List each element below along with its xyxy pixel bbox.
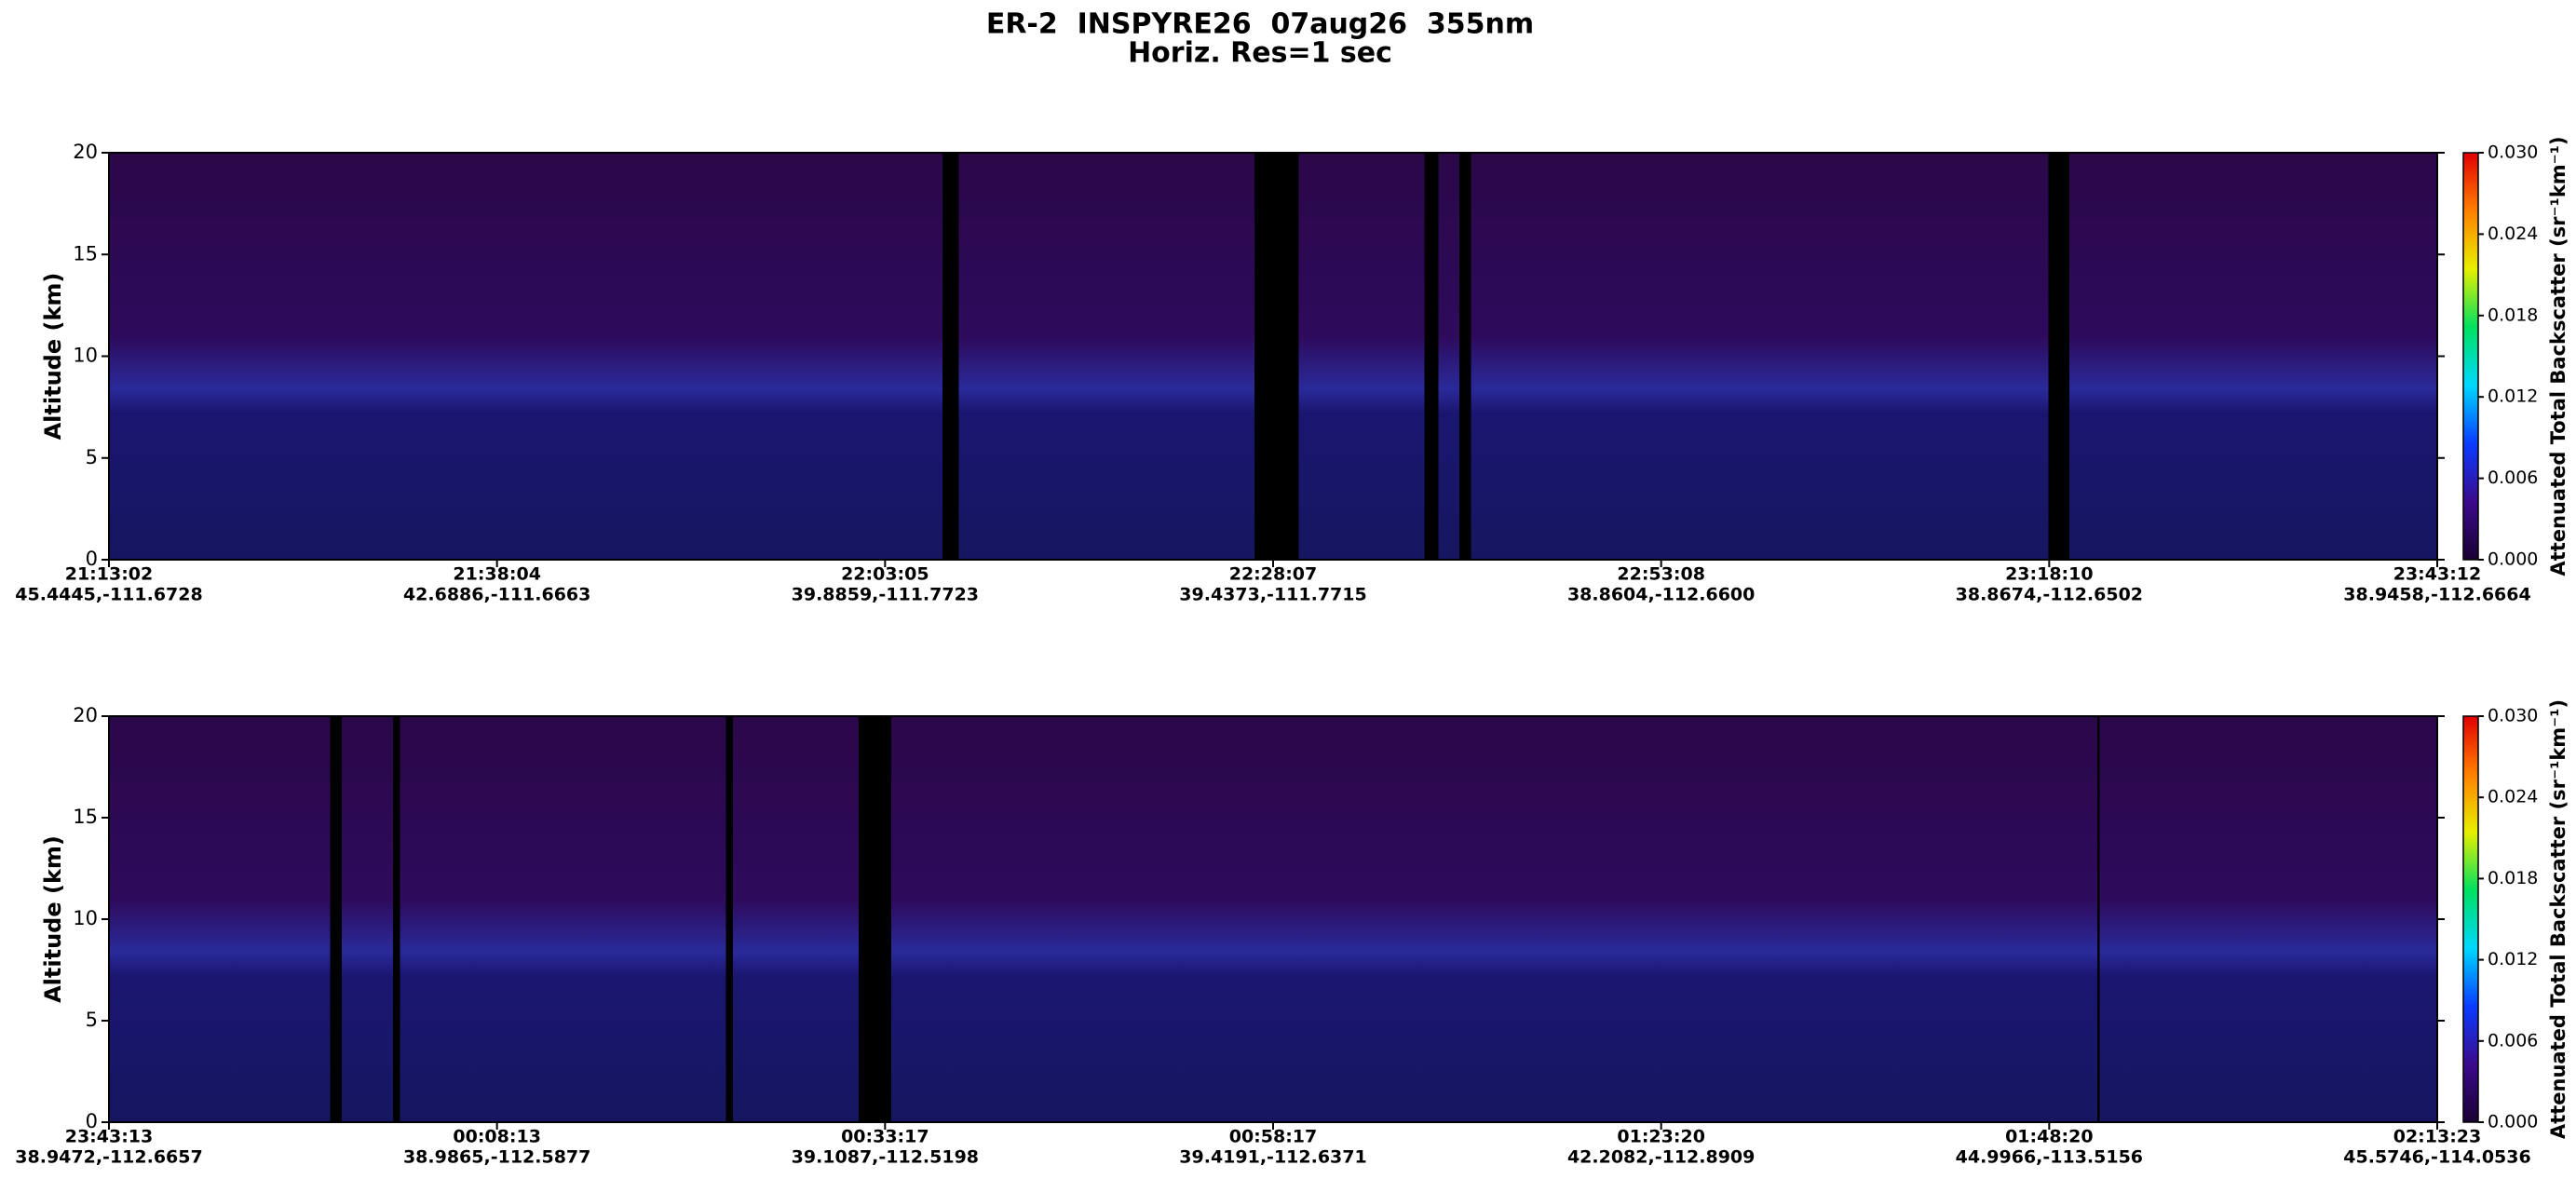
y-tick-label: 15 bbox=[73, 242, 98, 264]
colorbar-tick-label: 0.030 bbox=[2488, 706, 2538, 726]
x-tick-location: 39.4191,-112.6371 bbox=[1179, 1147, 1366, 1168]
y-axis-label: Altitude (km) bbox=[40, 273, 66, 440]
colorbar-tick-label: 0.030 bbox=[2488, 142, 2538, 163]
x-tick-location: 38.9865,-112.5877 bbox=[403, 1147, 590, 1168]
x-tick-location: 42.6886,-111.6663 bbox=[403, 585, 590, 605]
y-tick-label: 5 bbox=[86, 1009, 98, 1031]
x-tick-label: 22:53:08 bbox=[1617, 564, 1705, 585]
data-gap bbox=[2097, 716, 2100, 1122]
data-gap bbox=[330, 716, 342, 1122]
data-gap bbox=[1424, 153, 1439, 560]
y-tick-label: 20 bbox=[73, 141, 98, 163]
x-tick-label: 00:58:17 bbox=[1229, 1127, 1318, 1147]
colorbar-tick-label: 0.000 bbox=[2488, 1112, 2538, 1132]
x-tick-location: 39.1087,-112.5198 bbox=[792, 1147, 979, 1168]
data-gap bbox=[1459, 153, 1471, 560]
x-tick-label: 22:28:07 bbox=[1229, 564, 1318, 585]
x-tick-location: 38.9472,-112.6657 bbox=[15, 1147, 202, 1168]
data-gap bbox=[1254, 153, 1299, 560]
colorbar-tick-label: 0.012 bbox=[2488, 949, 2538, 969]
colorbar-label: Attenuated Total Backscatter (sr⁻¹km⁻¹) bbox=[2547, 699, 2569, 1139]
x-tick-location: 39.8859,-111.7723 bbox=[792, 585, 979, 605]
x-tick-label: 02:13:23 bbox=[2393, 1127, 2482, 1147]
x-tick-label: 23:18:10 bbox=[2005, 564, 2094, 585]
x-tick-location: 38.8674,-112.6502 bbox=[1956, 585, 2143, 605]
colorbar-tick-label: 0.000 bbox=[2488, 549, 2538, 570]
colorbar-tick-label: 0.024 bbox=[2488, 787, 2538, 807]
colorbar-tick-label: 0.024 bbox=[2488, 224, 2538, 244]
x-tick-label: 23:43:12 bbox=[2393, 564, 2482, 585]
y-tick-label: 5 bbox=[86, 446, 98, 468]
x-tick-location: 44.9966,-113.5156 bbox=[1956, 1147, 2143, 1168]
y-tick-label: 0 bbox=[86, 1110, 98, 1132]
x-tick-label: 22:03:05 bbox=[841, 564, 929, 585]
data-gap bbox=[942, 153, 959, 560]
x-tick-location: 45.4445,-111.6728 bbox=[15, 585, 202, 605]
colorbar-tick-label: 0.012 bbox=[2488, 386, 2538, 407]
x-tick-location: 39.4373,-111.7715 bbox=[1179, 585, 1366, 605]
x-tick-location: 38.9458,-112.6664 bbox=[2343, 585, 2530, 605]
y-tick-label: 20 bbox=[73, 704, 98, 726]
chart-title: ER-2 INSPYRE26 07aug26 355nm bbox=[986, 8, 1534, 41]
x-tick-location: 42.2082,-112.8909 bbox=[1567, 1147, 1755, 1168]
x-tick-label: 00:08:13 bbox=[453, 1127, 541, 1147]
data-gap bbox=[2048, 153, 2069, 560]
data-gap bbox=[859, 716, 891, 1122]
chart-subtitle: Horiz. Res=1 sec bbox=[1128, 37, 1392, 70]
x-tick-label: 21:38:04 bbox=[453, 564, 541, 585]
colorbar bbox=[2462, 152, 2479, 561]
colorbar-tick-label: 0.018 bbox=[2488, 305, 2538, 325]
x-tick-location: 38.8604,-112.6600 bbox=[1567, 585, 1755, 605]
curtain-image bbox=[109, 716, 2437, 1122]
y-axis-label: Altitude (km) bbox=[40, 835, 66, 1003]
colorbar-tick-label: 0.006 bbox=[2488, 468, 2538, 488]
x-tick-label: 00:33:17 bbox=[841, 1127, 929, 1147]
colorbar bbox=[2462, 715, 2479, 1123]
data-gap bbox=[725, 716, 733, 1122]
x-tick-label: 01:23:20 bbox=[1617, 1127, 1705, 1147]
y-tick-label: 10 bbox=[73, 345, 98, 367]
x-tick-label: 21:13:02 bbox=[65, 564, 154, 585]
y-tick-label: 10 bbox=[73, 907, 98, 929]
y-tick-label: 0 bbox=[86, 548, 98, 570]
colorbar-tick-label: 0.018 bbox=[2488, 868, 2538, 888]
y-tick-label: 15 bbox=[73, 806, 98, 828]
data-gap bbox=[393, 716, 400, 1122]
colorbar-label: Attenuated Total Backscatter (sr⁻¹km⁻¹) bbox=[2547, 136, 2569, 576]
colorbar-tick-label: 0.006 bbox=[2488, 1030, 2538, 1050]
x-tick-location: 45.5746,-114.0536 bbox=[2343, 1147, 2530, 1168]
x-tick-label: 23:43:13 bbox=[65, 1127, 154, 1147]
x-tick-label: 01:48:20 bbox=[2005, 1127, 2094, 1147]
